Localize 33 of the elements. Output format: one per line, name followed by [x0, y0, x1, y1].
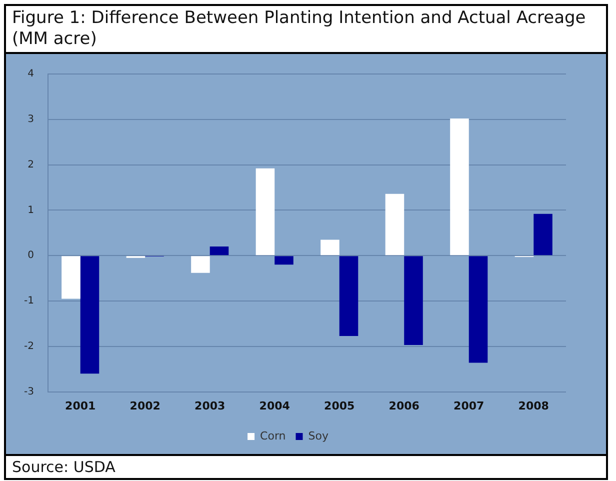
x-tick-label: 2002	[130, 399, 160, 412]
bar	[468, 256, 488, 363]
bar	[62, 256, 80, 299]
x-tick-label: 2005	[324, 399, 355, 412]
x-tick-label: 2003	[194, 399, 226, 412]
y-tick-label: -2	[24, 340, 34, 352]
x-tick-label: 2008	[518, 399, 549, 412]
x-tick-label: 2006	[388, 399, 420, 412]
y-tick-label: -1	[24, 296, 34, 307]
y-tick-label: 0	[28, 250, 34, 262]
legend-label: Soy	[308, 429, 329, 442]
y-tick-label: 2	[28, 159, 34, 170]
bar	[320, 240, 340, 256]
source-note: Source: USDA	[11, 457, 116, 478]
y-tick-label: 4	[28, 68, 34, 80]
legend-label: Corn	[260, 429, 286, 442]
bar	[534, 214, 552, 256]
bar	[339, 256, 358, 336]
bar	[404, 256, 423, 346]
y-tick-label: 3	[28, 114, 34, 125]
y-tick-label: 1	[28, 204, 34, 216]
bar	[191, 256, 210, 273]
bar	[450, 118, 469, 256]
x-tick-label: 2001	[65, 399, 96, 412]
bar	[256, 168, 275, 256]
bar	[80, 256, 100, 374]
bar	[385, 194, 404, 256]
bar	[210, 246, 229, 256]
y-tick-label: -3	[24, 386, 34, 398]
bar	[274, 256, 294, 265]
chart-title: Figure 1: Difference Between Planting Intention and Actual Acreage (MM acre)	[6, 6, 606, 54]
x-tick-label: 2007	[454, 399, 484, 412]
x-tick-label: 2004	[259, 399, 290, 412]
